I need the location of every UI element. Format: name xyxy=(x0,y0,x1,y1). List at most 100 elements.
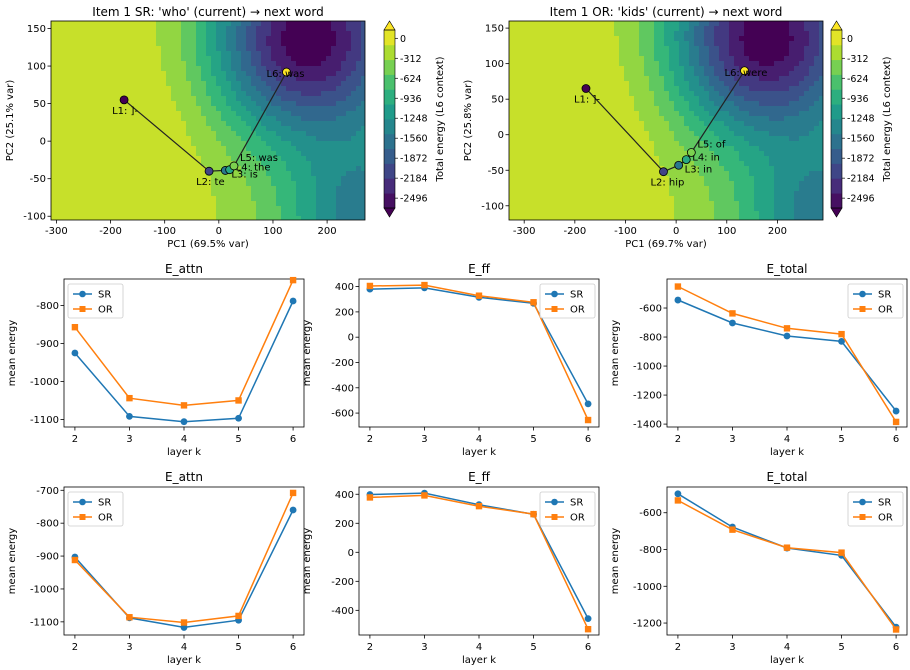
colorbar-band xyxy=(384,44,395,61)
legend-marker xyxy=(551,514,558,520)
legend-marker xyxy=(551,306,558,312)
data-point xyxy=(366,282,374,290)
trajectory-point-label: L6: was xyxy=(267,69,305,80)
panel-title: E_ff xyxy=(468,470,491,484)
y-tick-label: -1000 xyxy=(30,377,59,388)
colorbar-band xyxy=(384,133,395,150)
y-axis-label: mean energy xyxy=(7,320,18,386)
x-tick-label: -300 xyxy=(513,226,536,237)
x-tick-label: 3 xyxy=(421,434,427,445)
series-or xyxy=(366,492,592,633)
colorbar-band xyxy=(831,74,842,90)
y-tick-label: -600 xyxy=(639,304,662,315)
x-axis-label: layer k xyxy=(770,655,804,666)
data-point xyxy=(289,297,297,305)
data-point xyxy=(289,489,297,497)
y-tick-label: 0 xyxy=(348,548,354,559)
x-tick-label: 6 xyxy=(585,642,591,653)
x-tick-label: 6 xyxy=(893,642,899,653)
trajectory-point xyxy=(119,95,129,105)
x-axis-label: PC1 (69.5% var) xyxy=(167,239,249,250)
y-tick-label: -100 xyxy=(481,201,504,212)
y-axis-label: mean energy xyxy=(302,528,313,594)
series-or xyxy=(366,281,592,424)
colorbar-tick-label: -936 xyxy=(400,94,422,105)
data-point xyxy=(126,394,133,402)
colorbar-label: Total energy (L6 context) xyxy=(435,56,446,182)
y-tick-label: -400 xyxy=(331,383,354,394)
legend-frame xyxy=(67,283,124,319)
y-tick-label: 0 xyxy=(40,137,46,148)
y-tick-label: -900 xyxy=(36,339,59,350)
series-or xyxy=(674,283,900,426)
y-tick-label: 400 xyxy=(335,282,354,293)
series-line xyxy=(74,509,294,629)
x-tick-label: 4 xyxy=(476,434,482,445)
colorbar-band xyxy=(831,163,842,179)
x-tick-label: 3 xyxy=(126,642,132,653)
y-tick-label: -600 xyxy=(331,409,354,420)
x-tick-label: 100 xyxy=(263,226,282,237)
colorbar-band xyxy=(384,89,395,105)
colorbar-tick-label: -312 xyxy=(400,54,422,65)
y-tick-label: -1000 xyxy=(30,584,59,595)
data-point xyxy=(584,416,592,424)
y-tick-label: -900 xyxy=(36,552,59,563)
x-tick-label: 4 xyxy=(784,434,790,445)
data-point xyxy=(584,625,592,633)
x-tick-label: 2 xyxy=(675,434,681,445)
colorbar-tick-label: -624 xyxy=(847,74,869,85)
series-or xyxy=(71,489,297,626)
data-point xyxy=(729,310,736,317)
legend-frame xyxy=(67,491,124,527)
x-axis-label: PC1 (69.7% var) xyxy=(625,239,707,250)
colorbar-band xyxy=(384,178,395,194)
y-tick-label: 200 xyxy=(335,519,354,530)
data-point xyxy=(530,299,537,306)
legend-label: SR xyxy=(878,290,891,301)
contour-field xyxy=(509,21,823,220)
x-tick-label: -300 xyxy=(45,226,68,237)
trajectory-point xyxy=(681,155,691,164)
panel-title: Item 1 OR: 'kids' (current) → next word xyxy=(550,5,783,19)
legend-label: SR xyxy=(570,498,583,509)
y-tick-label: -200 xyxy=(331,577,354,588)
data-point xyxy=(783,325,791,332)
x-tick-label: 4 xyxy=(476,642,482,653)
x-tick-label: 100 xyxy=(717,226,736,237)
legend-marker xyxy=(859,306,866,312)
data-point xyxy=(892,418,900,426)
y-tick-label: 200 xyxy=(335,307,354,318)
trajectory-point xyxy=(581,84,591,93)
panel-title: E_total xyxy=(766,470,807,484)
colorbar-tick-label: -2184 xyxy=(400,174,428,185)
x-tick-label: -100 xyxy=(614,226,637,237)
data-point xyxy=(584,400,592,408)
line-chart-panel: 2 3 4 5 6 -600 -800 -1000 -1200 -1400 E_totallayer… xyxy=(610,262,908,458)
data-point xyxy=(475,502,483,510)
colorbar-band xyxy=(831,119,842,135)
colorbar-tick-label: -1872 xyxy=(847,154,875,165)
data-point xyxy=(180,619,188,626)
data-point xyxy=(235,414,242,422)
colorbar-band xyxy=(831,44,842,61)
data-point xyxy=(421,492,428,499)
y-tick-label: -1000 xyxy=(633,582,662,593)
legend-marker xyxy=(79,290,86,298)
colorbar-band xyxy=(831,133,842,150)
y-tick-label: -1000 xyxy=(633,362,662,373)
legend-marker xyxy=(79,498,86,506)
legend-label: OR xyxy=(878,305,893,316)
x-tick-label: 6 xyxy=(585,434,591,445)
legend-marker xyxy=(79,514,86,520)
legend-marker xyxy=(859,498,866,506)
data-point xyxy=(674,497,682,504)
x-axis-label: layer k xyxy=(167,655,201,666)
colorbar-band xyxy=(384,148,395,164)
data-point xyxy=(584,615,592,623)
colorbar-extend-bottom xyxy=(830,207,843,218)
